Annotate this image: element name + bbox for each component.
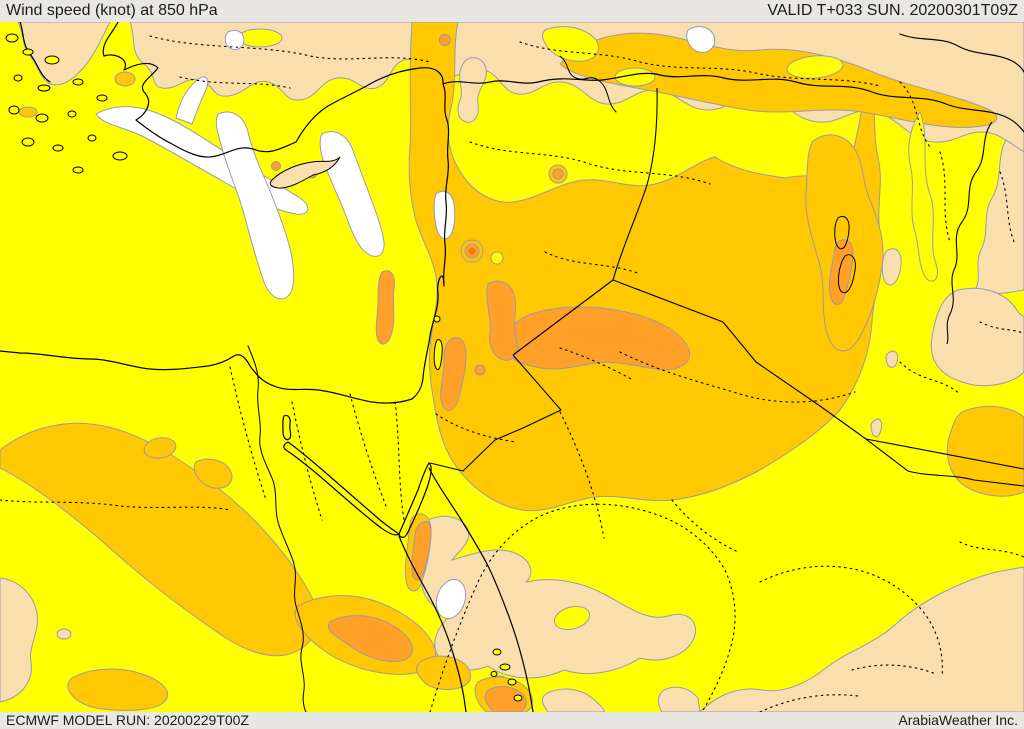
branding-label: ArabiaWeather Inc. [898, 711, 1018, 728]
map-title: Wind speed (knot) at 850 hPa [6, 2, 218, 19]
map-canvas [0, 22, 1024, 717]
white-calm-regions [96, 27, 715, 623]
admin-boundaries-dotted [0, 36, 1024, 712]
header-bar: Wind speed (knot) at 850 hPa VALID T+033… [0, 0, 1024, 22]
valid-time-label: VALID T+033 SUN. 20200301T09Z [767, 2, 1018, 19]
country-borders [430, 88, 1024, 486]
islands-and-lakes [6, 34, 855, 701]
yellow-patches [238, 27, 937, 634]
deep-orange-core [468, 247, 476, 255]
orange-wind-regions [272, 35, 854, 713]
wind-speed-contour-map [0, 22, 1024, 712]
coastlines [0, 22, 1024, 712]
model-run-label: ECMWF MODEL RUN: 20200229T00Z [6, 711, 249, 728]
footer-bar: ECMWF MODEL RUN: 20200229T00Z ArabiaWeat… [0, 712, 1024, 729]
